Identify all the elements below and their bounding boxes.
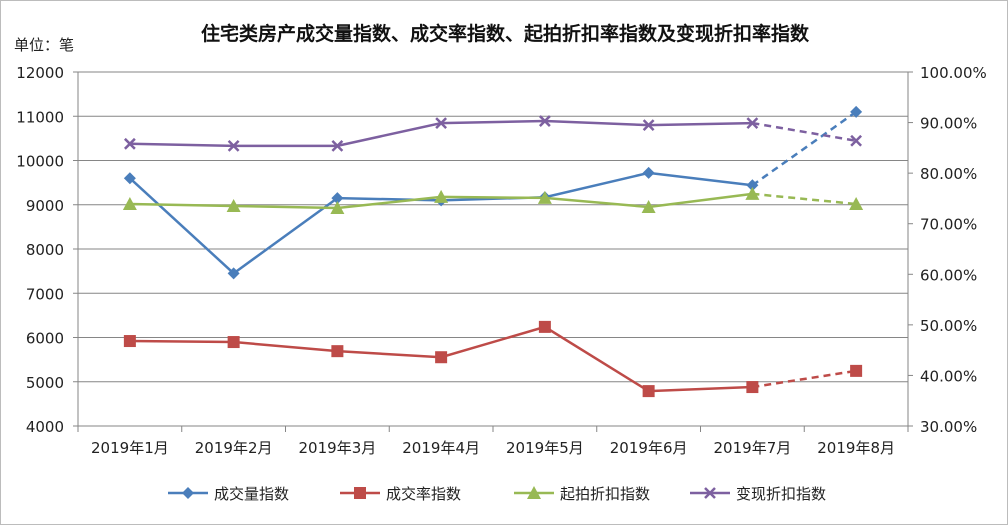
left-tick-label: 11000 <box>16 108 64 126</box>
square-marker <box>227 336 240 349</box>
triangle-marker <box>434 189 449 203</box>
legend-label: 成交量指数 <box>214 485 289 503</box>
square-marker <box>538 320 551 333</box>
x-tick-label: 2019年4月 <box>402 439 480 457</box>
left-tick-label: 6000 <box>26 330 64 348</box>
diamond-marker <box>850 105 863 118</box>
diamond-marker <box>182 487 194 499</box>
x-marker <box>538 115 551 127</box>
legend-label: 变现折扣指数 <box>736 485 826 503</box>
right-tick-label: 90.00% <box>920 115 977 133</box>
diamond-marker <box>123 172 136 185</box>
square-marker <box>850 364 863 377</box>
chart-title: 住宅类房产成交量指数、成交率指数、起拍折扣率指数及变现折扣率指数 <box>201 22 810 45</box>
square-marker <box>354 487 366 499</box>
x-marker <box>704 487 716 499</box>
series-dashed-segment <box>752 192 857 206</box>
series-dashed-segment <box>751 110 857 187</box>
right-tick-label: 60.00% <box>920 266 977 284</box>
right-tick-label: 100.00% <box>920 64 987 82</box>
x-marker <box>435 117 448 129</box>
square-marker <box>331 345 344 358</box>
square-marker <box>746 381 759 394</box>
x-tick-label: 2019年6月 <box>610 439 688 457</box>
triangle-marker <box>745 186 760 200</box>
legend-label: 起拍折扣指数 <box>560 485 650 503</box>
triangle-marker <box>849 196 864 210</box>
triangle-marker <box>122 196 137 210</box>
series-dashed-segment <box>752 121 857 143</box>
left-tick-label: 4000 <box>26 418 64 436</box>
series-3 <box>122 186 864 215</box>
diamond-marker <box>331 192 344 205</box>
x-marker <box>850 134 863 147</box>
x-tick-label: 2019年1月 <box>91 439 169 457</box>
x-marker <box>642 119 655 131</box>
legend-item: 成交量指数 <box>168 485 289 503</box>
x-tick-label: 2019年5月 <box>506 439 584 457</box>
triangle-marker <box>641 200 656 214</box>
legend-item: 变现折扣指数 <box>690 485 826 503</box>
x-marker <box>123 137 136 150</box>
right-tick-label: 80.00% <box>920 165 977 183</box>
x-tick-label: 2019年3月 <box>299 439 377 457</box>
legend-item: 成交率指数 <box>340 485 461 503</box>
triangle-marker <box>330 201 345 215</box>
series-4 <box>123 115 863 152</box>
x-marker <box>331 139 344 152</box>
series-line <box>129 171 753 275</box>
legend-label: 成交率指数 <box>386 485 461 503</box>
diamond-marker <box>227 267 240 280</box>
diamond-marker <box>746 179 759 192</box>
square-marker <box>435 351 448 364</box>
right-tick-label: 40.00% <box>920 367 977 385</box>
right-tick-label: 50.00% <box>920 317 977 335</box>
left-tick-label: 8000 <box>26 241 64 259</box>
x-marker <box>746 117 759 129</box>
right-tick-label: 30.00% <box>920 418 977 436</box>
left-tick-label: 10000 <box>16 153 64 171</box>
x-tick-label: 2019年8月 <box>817 439 895 457</box>
series-2 <box>123 320 863 398</box>
diamond-marker <box>642 166 655 179</box>
left-tick-label: 9000 <box>26 197 64 215</box>
left-tick-label: 7000 <box>26 285 64 303</box>
legend-item: 起拍折扣指数 <box>514 485 650 503</box>
x-tick-label: 2019年7月 <box>714 439 792 457</box>
triangle-marker <box>537 190 552 204</box>
unit-label: 单位：笔 <box>14 36 74 54</box>
x-marker <box>227 139 240 152</box>
square-marker <box>123 335 136 348</box>
square-marker <box>642 385 655 398</box>
series-dashed-segment <box>752 369 857 389</box>
left-tick-label: 5000 <box>26 374 64 392</box>
x-tick-label: 2019年2月 <box>195 439 273 457</box>
right-tick-label: 70.00% <box>920 216 977 234</box>
triangle-marker <box>226 199 241 213</box>
triangle-marker <box>527 486 541 499</box>
left-tick-label: 12000 <box>16 64 64 82</box>
